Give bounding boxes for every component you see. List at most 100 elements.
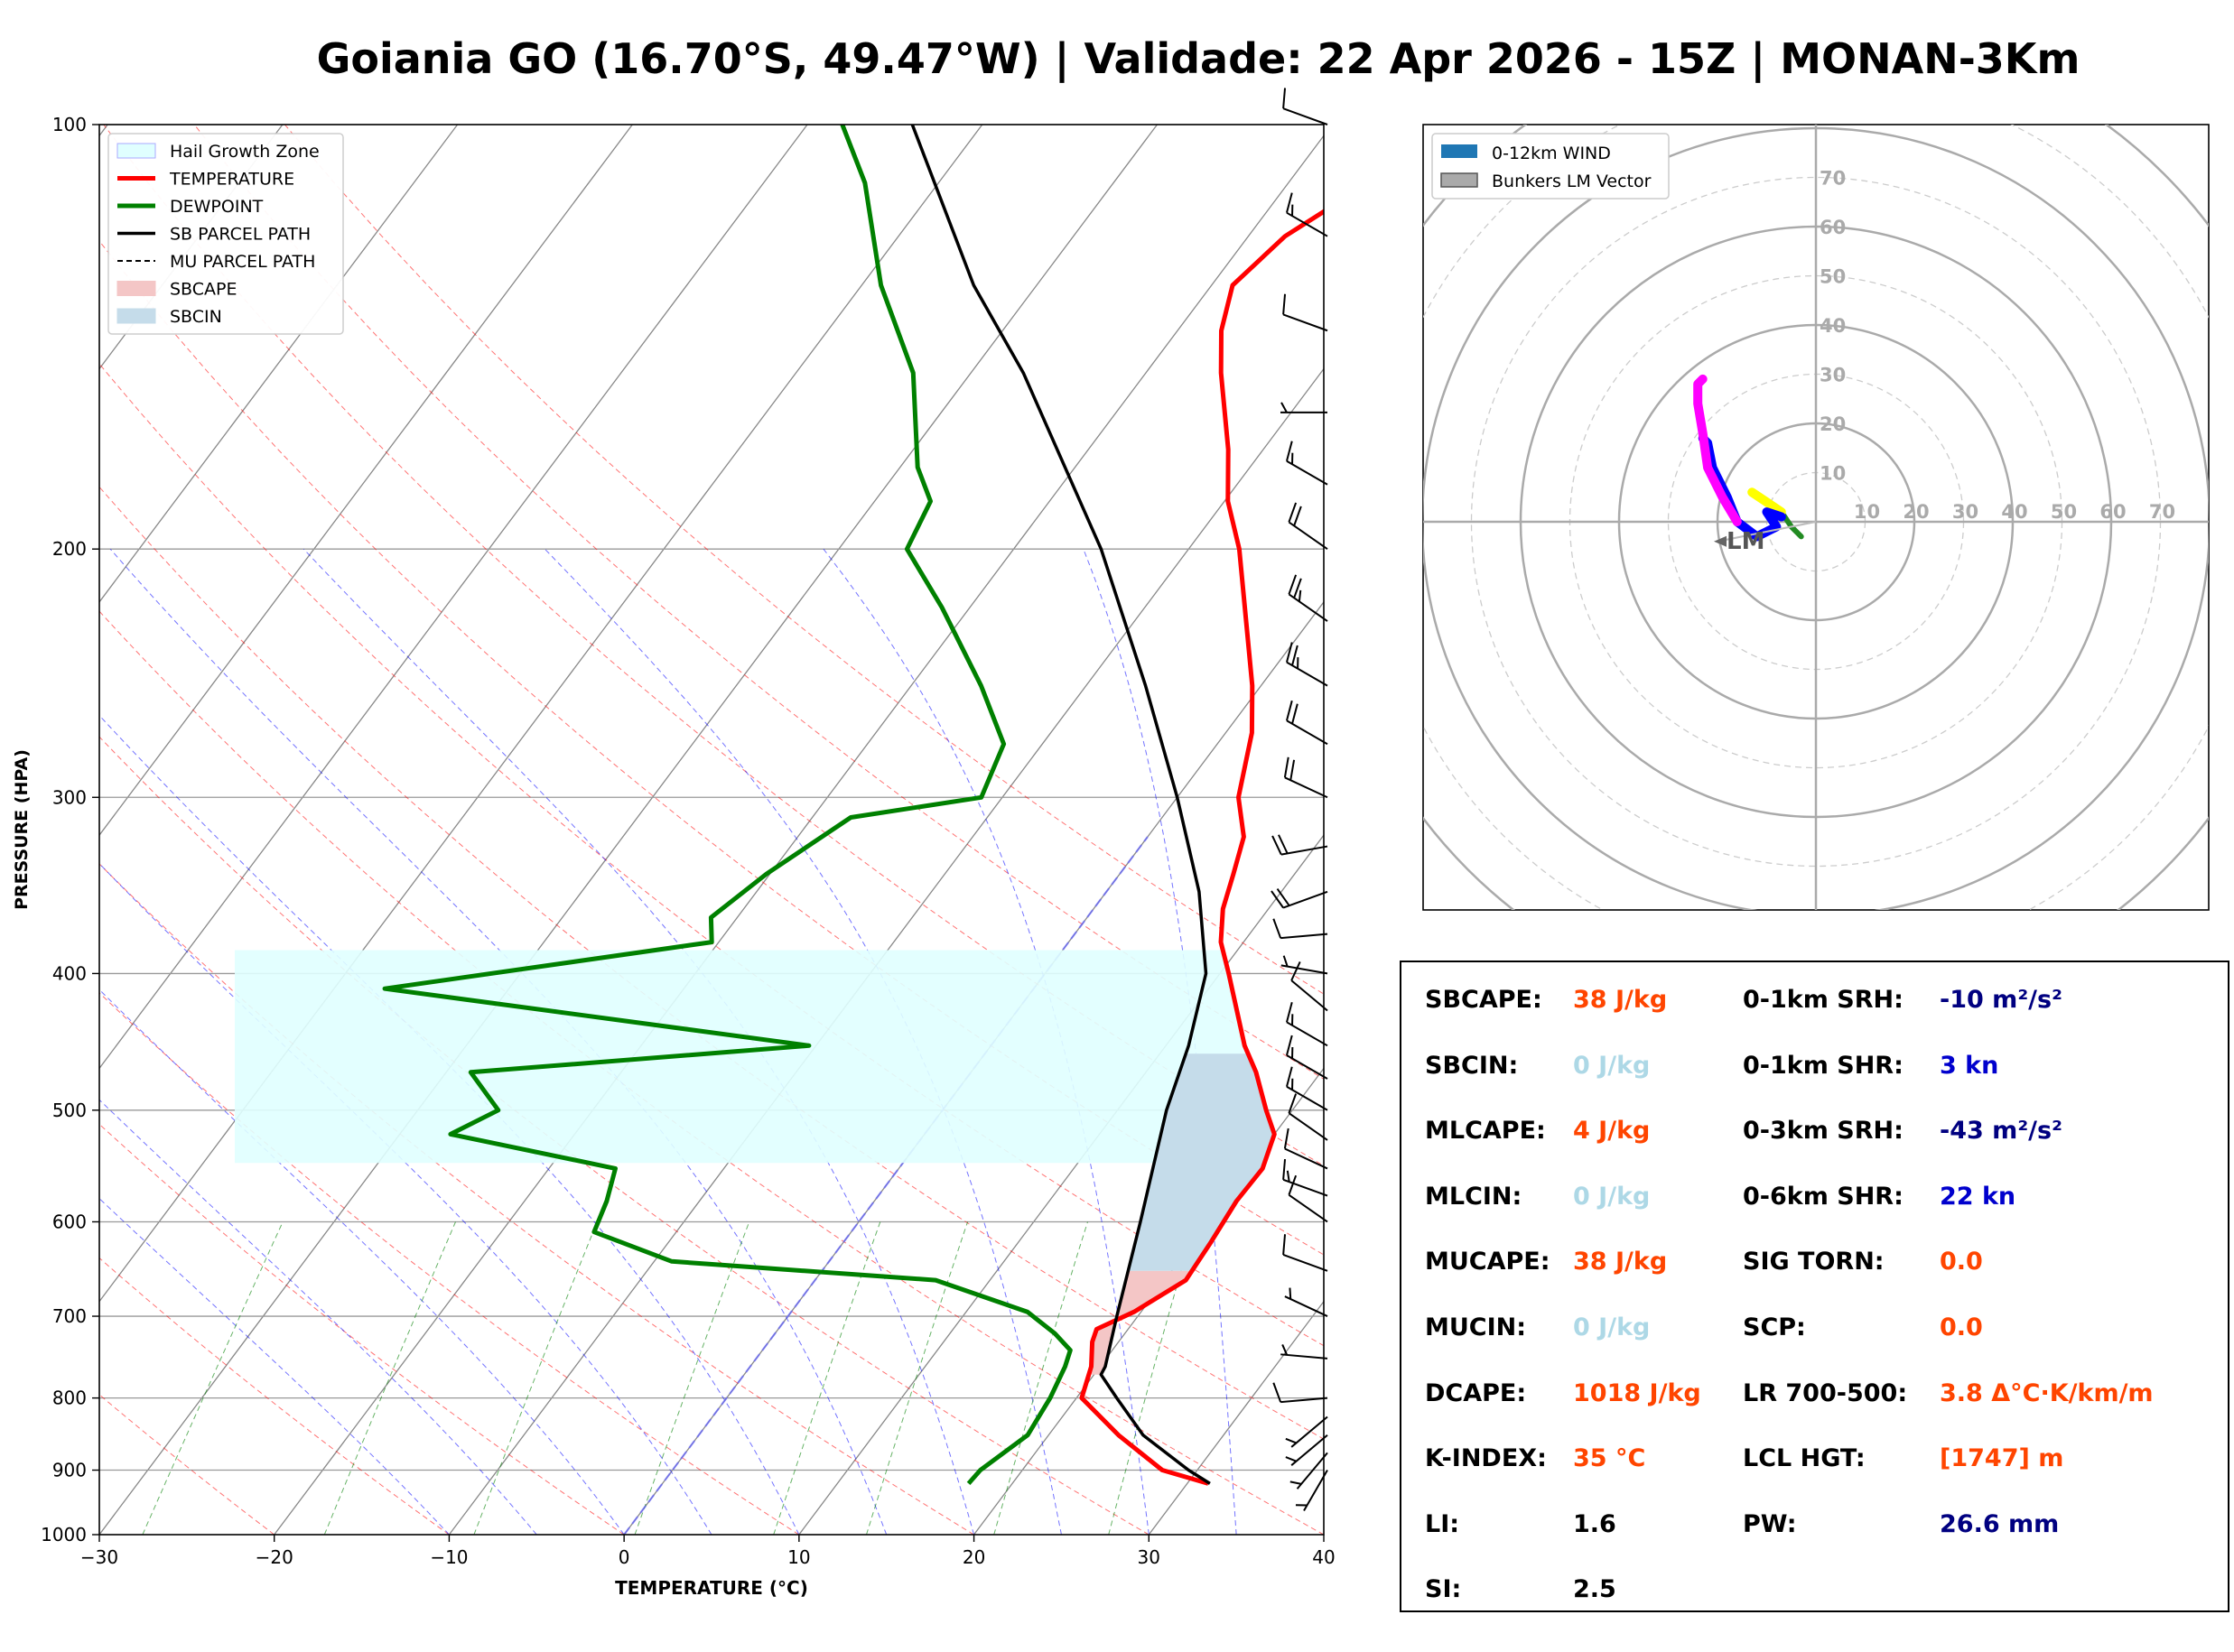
- stat-value: 1018 J/kg: [1573, 1378, 1701, 1407]
- wind-barb: [1289, 1452, 1328, 1490]
- stat-value: 35 °C: [1573, 1444, 1646, 1473]
- barb-feather: [1288, 502, 1298, 523]
- y-tick-label: 300: [52, 786, 87, 808]
- wind-barb: [1285, 642, 1328, 687]
- barb-shaft: [1288, 593, 1328, 622]
- isotherm: [99, 125, 459, 603]
- hodograph-magenta-segment: [1693, 374, 1742, 526]
- moist-adiabat: [99, 1197, 450, 1535]
- isotherm: [798, 834, 1324, 1535]
- mixing-ratio-line: [142, 1221, 284, 1535]
- temperature-line: [1079, 209, 1324, 1486]
- freezing-isotherm: [623, 836, 1149, 1535]
- legend-label: Hail Growth Zone: [170, 142, 320, 162]
- dry-adiabat: [99, 1123, 625, 1535]
- isotherm: [99, 125, 808, 1070]
- skew-t-axes: −30 −20 −10 0 10 20 30 40 100 200 300 400 500 600 700 8…: [12, 114, 1336, 1599]
- wind-barb: [1282, 293, 1328, 332]
- hail-growth-zone: [235, 950, 1275, 1164]
- wind-barb: [1288, 1174, 1328, 1223]
- stat-value: 3.8 Δ°C·K/km/m: [1940, 1378, 2154, 1407]
- barb-feather: [1282, 1234, 1287, 1256]
- barb-feather: [1271, 835, 1282, 856]
- wind-barb: [1282, 1159, 1328, 1197]
- barb-feather: [1272, 1382, 1282, 1403]
- barb-shaft: [1284, 1147, 1328, 1170]
- wind-barb: [1280, 955, 1328, 975]
- stat-label: MUCIN:: [1425, 1313, 1527, 1341]
- barb-feather: [1285, 1456, 1297, 1462]
- page-title: Goiania GO (16.70°S, 49.47°W) | Validade…: [316, 34, 2080, 83]
- stat-value: 22 kn: [1940, 1182, 2016, 1211]
- barb-feather: [1285, 1066, 1293, 1088]
- barb-feather: [1282, 1159, 1287, 1180]
- y-tick-label: 200: [52, 538, 87, 560]
- x-tick-label: 30: [1138, 1546, 1160, 1568]
- stat-label: 0-6km SHR:: [1743, 1182, 1904, 1211]
- stat-value: 0 J/kg: [1573, 1182, 1651, 1211]
- stat-label: LCL HGT:: [1743, 1444, 1866, 1473]
- barb-shaft: [1282, 1254, 1328, 1272]
- wind-barb: [1285, 1002, 1328, 1047]
- stat-value: 38 J/kg: [1573, 986, 1668, 1014]
- ring-label-y: 60: [1820, 217, 1846, 238]
- stat-value: 4 J/kg: [1573, 1117, 1651, 1146]
- barb-feather: [1285, 700, 1293, 721]
- wind-barb: [1285, 1434, 1328, 1466]
- wind-barb: [1284, 1287, 1328, 1317]
- barb-shaft: [1286, 211, 1328, 237]
- moist-adiabat: [109, 548, 888, 1535]
- ring-label-y: 50: [1820, 266, 1846, 288]
- isotherm: [623, 600, 1324, 1535]
- dewpoint-line: [382, 125, 1073, 1486]
- hodograph-plot: 10 10 20 20 30 30 40 40 50 50 60 60 70 70 LM: [1423, 125, 2209, 910]
- barb-feather: [1298, 589, 1302, 602]
- barb-shaft: [1286, 1054, 1328, 1080]
- lm-label: LM: [1727, 528, 1764, 555]
- hodograph-legend-box: [1431, 133, 1670, 200]
- stat-value: 0 J/kg: [1573, 1313, 1651, 1341]
- barb-feather: [1285, 1035, 1293, 1056]
- y-tick-label: 900: [52, 1460, 87, 1481]
- barb-feather: [1285, 192, 1293, 213]
- wind-barb: [1280, 1344, 1328, 1360]
- barb-shaft: [1280, 1397, 1328, 1404]
- stat-label: MLCIN:: [1425, 1182, 1522, 1211]
- x-tick-label: 20: [963, 1546, 985, 1568]
- sbcin-shading: [1128, 1053, 1275, 1271]
- moist-adiabat: [545, 548, 1062, 1535]
- y-tick-label: 1000: [41, 1524, 87, 1545]
- stat-label: DCAPE:: [1425, 1378, 1527, 1407]
- stat-label: MLCAPE:: [1425, 1117, 1546, 1146]
- dry-adiabat: [99, 736, 1150, 1535]
- stat-value: 38 J/kg: [1573, 1248, 1668, 1276]
- stat-label: K-INDEX:: [1425, 1444, 1547, 1473]
- barb-shaft: [1290, 1415, 1328, 1448]
- barb-feather: [1293, 578, 1302, 599]
- barb-shaft: [1282, 313, 1328, 332]
- stat-label: MUCAPE:: [1425, 1248, 1550, 1276]
- wind-barb: [1285, 441, 1328, 486]
- barb-feather: [1289, 1480, 1302, 1485]
- barb-feather: [1288, 1174, 1298, 1195]
- barb-feather: [1289, 759, 1296, 781]
- barb-shaft: [1282, 107, 1328, 125]
- stat-value: 26.6 mm: [1940, 1509, 2060, 1538]
- barb-feather: [1282, 293, 1287, 315]
- stat-label: 0-1km SHR:: [1743, 1051, 1904, 1080]
- ring-label-y: 10: [1820, 463, 1846, 485]
- stat-label: PW:: [1743, 1509, 1797, 1538]
- barb-feather: [1283, 1128, 1289, 1149]
- barb-shaft: [1284, 776, 1328, 799]
- stat-label: 0-3km SRH:: [1743, 1117, 1904, 1146]
- moist-adiabat: [303, 548, 975, 1535]
- barb-shaft: [1288, 521, 1328, 551]
- legend-swatch: [116, 281, 156, 296]
- moist-adiabat: [99, 988, 625, 1535]
- wind-barb: [1288, 502, 1328, 551]
- isotherm: [99, 125, 284, 370]
- legend-label: 0-12km WIND: [1492, 144, 1611, 163]
- barb-feather: [1280, 402, 1288, 413]
- wind-barb: [1285, 700, 1328, 746]
- barb-shaft: [1286, 1085, 1328, 1111]
